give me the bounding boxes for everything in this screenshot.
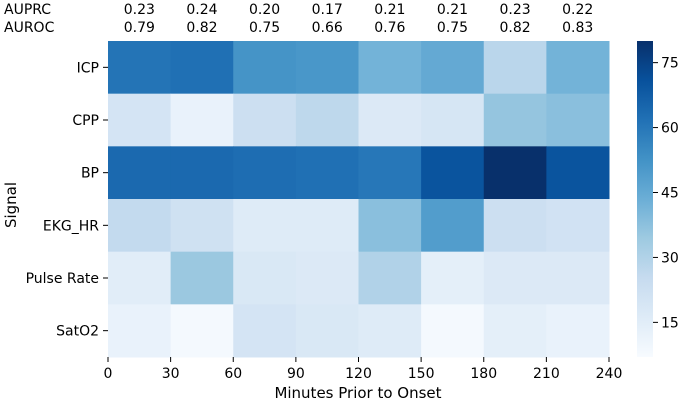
- heatmap-cell: [546, 304, 610, 358]
- x-tick-label: 90: [287, 366, 305, 382]
- heatmap-cell: [108, 304, 172, 358]
- heatmap-cell: [483, 251, 547, 305]
- heatmap-cell: [483, 304, 547, 358]
- x-tick-label: 30: [162, 366, 180, 382]
- heatmap-cell: [295, 146, 359, 200]
- heatmap-cell: [295, 199, 359, 253]
- heatmap-cell: [358, 93, 422, 147]
- heatmap-cell: [233, 304, 297, 358]
- x-axis-label: Minutes Prior to Onset: [274, 384, 441, 402]
- x-tick-label: 0: [104, 366, 113, 382]
- heatmap-cell: [108, 199, 172, 253]
- heatmap-cell: [358, 304, 422, 358]
- y-tick-label: CPP: [72, 113, 99, 129]
- metric-value: 0.24: [186, 2, 217, 18]
- heatmap-cell: [233, 41, 297, 95]
- heatmap-cell: [295, 304, 359, 358]
- heatmap-cell: [483, 41, 547, 95]
- heatmap-cell: [546, 146, 610, 200]
- x-tick-label: 60: [224, 366, 242, 382]
- x-tick-label: 120: [345, 366, 372, 382]
- heatmap-cell: [233, 93, 297, 147]
- heatmap-cell: [358, 251, 422, 305]
- heatmap-cell: [421, 304, 485, 358]
- heatmap-cell: [358, 199, 422, 253]
- y-tick-label: BP: [81, 166, 99, 182]
- heatmap-cell: [170, 41, 234, 95]
- metric-value: 0.75: [437, 20, 468, 36]
- y-tick-label: EKG_HR: [43, 218, 99, 234]
- heatmap-cell: [170, 199, 234, 253]
- heatmap-cell: [108, 41, 172, 95]
- x-tick-label: 150: [408, 366, 435, 382]
- metric-value: 0.82: [186, 20, 217, 36]
- colorbar-gradient: [637, 41, 653, 357]
- metric-value: 0.20: [249, 2, 280, 18]
- colorbar-tick-label: 15: [661, 315, 679, 331]
- heatmap-cell: [233, 199, 297, 253]
- heatmap-cell: [546, 93, 610, 147]
- heatmap-cell: [546, 41, 610, 95]
- y-axis-label: Signal: [2, 182, 20, 228]
- heatmap-cell: [546, 199, 610, 253]
- heatmap-cell: [358, 146, 422, 200]
- heatmap-cell: [108, 146, 172, 200]
- x-tick-label: 240: [596, 366, 623, 382]
- metric-value: 0.23: [124, 2, 155, 18]
- colorbar: 15 30 45 60 75: [637, 41, 679, 357]
- colorbar-tick-label: 45: [661, 186, 679, 202]
- heatmap-axes: ICP CPP BP EKG_HR Pulse Rate SatO2 0 30 60 90 120 1…: [26, 60, 623, 382]
- metrics-header: AUPRC 0.23 0.24 0.20 0.17 0.21 0.21 0.23 0.22 AUR…: [4, 2, 593, 36]
- heatmap-cell: [421, 41, 485, 95]
- metric-value: 0.83: [562, 20, 593, 36]
- metric-value: 0.76: [374, 20, 405, 36]
- y-tick-label: ICP: [77, 60, 99, 76]
- heatmap-cells: [108, 41, 610, 358]
- heatmap-cell: [295, 41, 359, 95]
- metric-value: 0.75: [249, 20, 280, 36]
- metric-value: 0.82: [499, 20, 530, 36]
- heatmap-cell: [483, 199, 547, 253]
- colorbar-tick-label: 60: [661, 121, 679, 137]
- metric-value: 0.66: [312, 20, 343, 36]
- heatmap-cell: [358, 41, 422, 95]
- metric-value: 0.21: [374, 2, 405, 18]
- heatmap-cell: [170, 251, 234, 305]
- heatmap-cell: [421, 93, 485, 147]
- colorbar-tick-label: 75: [661, 56, 679, 72]
- colorbar-tick-label: 30: [661, 250, 679, 266]
- metric-label: AUROC: [4, 20, 55, 36]
- heatmap-cell: [295, 93, 359, 147]
- heatmap-cell: [421, 199, 485, 253]
- heatmap-cell: [108, 251, 172, 305]
- heatmap-cell: [233, 251, 297, 305]
- heatmap-cell: [483, 146, 547, 200]
- heatmap-cell: [546, 251, 610, 305]
- y-tick-label: Pulse Rate: [26, 271, 99, 287]
- heatmap-cell: [421, 146, 485, 200]
- metric-value: 0.22: [562, 2, 593, 18]
- heatmap-cell: [170, 146, 234, 200]
- metric-value: 0.21: [437, 2, 468, 18]
- heatmap-cell: [483, 93, 547, 147]
- x-tick-label: 180: [470, 366, 497, 382]
- heatmap-cell: [295, 251, 359, 305]
- heatmap-cell: [108, 93, 172, 147]
- heatmap-cell: [233, 146, 297, 200]
- metric-value: 0.79: [124, 20, 155, 36]
- y-tick-label: SatO2: [56, 324, 99, 340]
- metric-value: 0.23: [499, 2, 530, 18]
- metric-value: 0.17: [312, 2, 343, 18]
- metric-label: AUPRC: [4, 2, 51, 18]
- heatmap-cell: [170, 304, 234, 358]
- heatmap-cell: [421, 251, 485, 305]
- heatmap-cell: [170, 93, 234, 147]
- x-tick-label: 210: [533, 366, 560, 382]
